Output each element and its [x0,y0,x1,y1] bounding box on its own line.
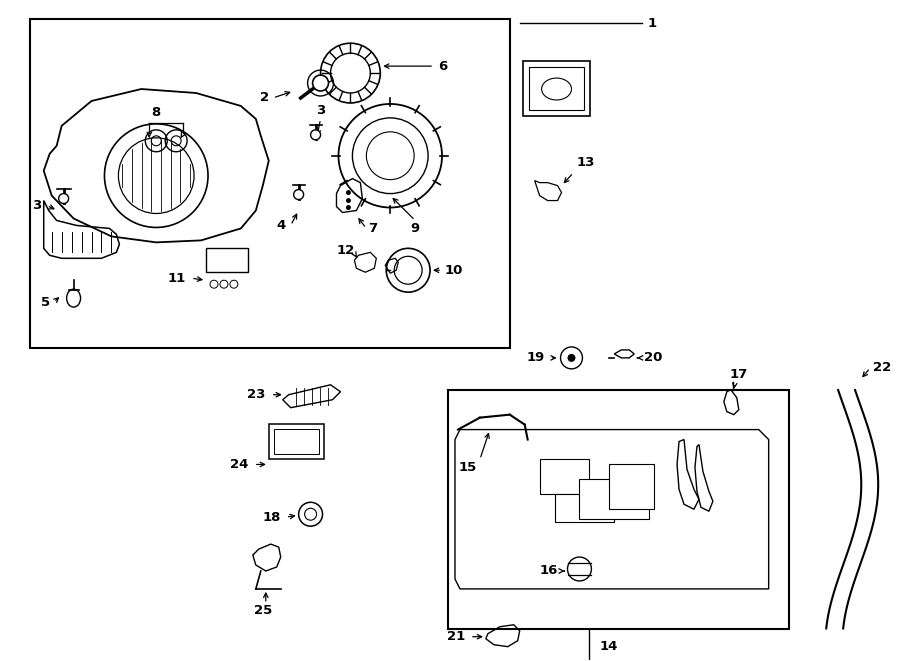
Circle shape [58,194,68,204]
Text: 17: 17 [730,368,748,381]
Text: 15: 15 [459,461,477,474]
Text: 25: 25 [254,604,272,617]
Bar [448,390,788,629]
Text: 23: 23 [248,388,266,401]
Bar [528,67,584,110]
Bar [30,19,509,348]
Text: 21: 21 [446,630,465,643]
Text: 2: 2 [259,91,269,104]
Bar [206,249,248,272]
Text: 10: 10 [445,264,464,277]
Bar [523,61,590,116]
Circle shape [310,130,320,140]
Text: 20: 20 [644,352,662,364]
Bar [269,424,323,459]
Text: 12: 12 [337,244,355,257]
Circle shape [346,190,351,195]
Bar [274,428,319,455]
Bar [554,494,615,522]
Text: 6: 6 [438,59,447,73]
Text: 1: 1 [647,17,656,30]
Text: 22: 22 [873,362,892,374]
Text: 14: 14 [599,640,617,653]
Text: 9: 9 [410,222,419,235]
Bar [580,479,649,519]
Text: 24: 24 [230,458,248,471]
Text: 13: 13 [577,156,595,169]
Bar [540,459,590,494]
Text: 7: 7 [368,222,377,235]
Text: 11: 11 [168,272,186,285]
Bar [609,465,654,509]
Circle shape [293,190,303,200]
Text: 3: 3 [316,104,325,118]
Text: 8: 8 [151,106,161,120]
Circle shape [568,354,575,362]
Circle shape [346,198,351,203]
Circle shape [312,75,328,91]
Text: 18: 18 [262,511,281,524]
Circle shape [346,205,351,210]
Text: 4: 4 [276,219,285,232]
Text: 19: 19 [526,352,544,364]
Text: 16: 16 [539,564,557,578]
Text: 5: 5 [40,295,50,309]
Text: 3: 3 [32,199,41,212]
